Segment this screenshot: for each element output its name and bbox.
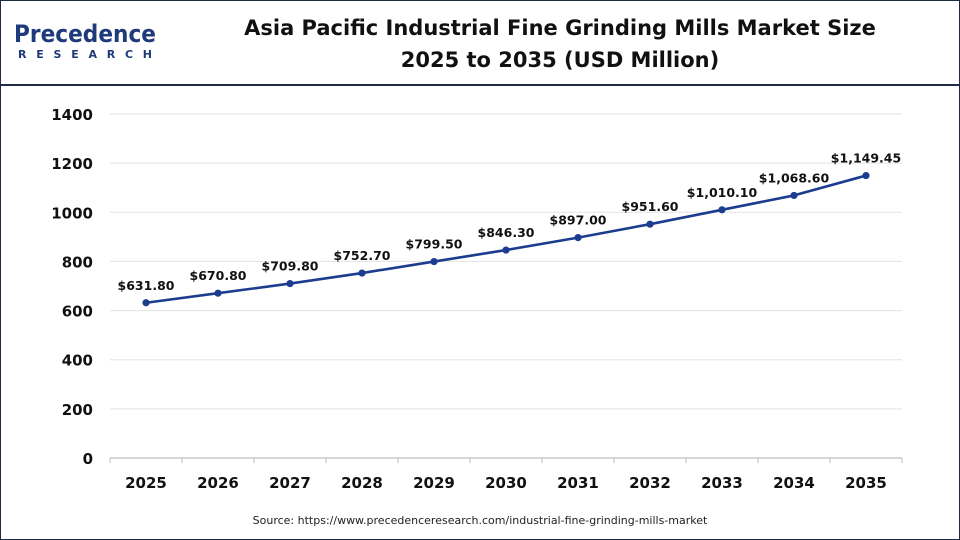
data-point bbox=[646, 220, 654, 228]
data-label: $631.80 bbox=[118, 278, 175, 293]
x-tick-label: 2028 bbox=[341, 474, 383, 492]
y-tick-label: 400 bbox=[62, 352, 93, 370]
header: Precedence RESEARCH Asia Pacific Industr… bbox=[0, 0, 960, 88]
data-point bbox=[358, 269, 366, 277]
x-tick-label: 2030 bbox=[485, 474, 527, 492]
data-point bbox=[790, 191, 798, 200]
data-point bbox=[430, 257, 438, 266]
chart-title: Asia Pacific Industrial Fine Grinding Mi… bbox=[200, 12, 920, 76]
data-label: $1,010.10 bbox=[687, 185, 758, 200]
precedence-research-logo: Precedence RESEARCH bbox=[14, 20, 156, 61]
logo-main-text: Precedence bbox=[14, 20, 156, 48]
data-label: $752.70 bbox=[334, 248, 391, 263]
chart-title-line-2: 2025 to 2035 (USD Million) bbox=[400, 48, 720, 72]
x-tick-label: 2031 bbox=[557, 474, 599, 492]
y-tick-label: 1200 bbox=[51, 155, 93, 173]
data-point bbox=[502, 246, 510, 254]
y-tick-label: 200 bbox=[62, 401, 93, 419]
data-label: $1,149.45 bbox=[831, 151, 901, 166]
y-tick-label: 1000 bbox=[51, 204, 93, 222]
data-label: $799.50 bbox=[406, 237, 463, 252]
x-tick-label: 2034 bbox=[773, 474, 815, 492]
data-label: $709.80 bbox=[262, 259, 319, 274]
x-tick-label: 2026 bbox=[197, 474, 239, 492]
line-chart: 0 200 400 600 800 1000 1200 1400 2025 2026 2027 202… bbox=[51, 106, 903, 492]
data-label: $846.30 bbox=[478, 225, 535, 240]
header-divider bbox=[0, 84, 960, 86]
data-point bbox=[286, 279, 294, 288]
source-note: Source: https://www.precedenceresearch.c… bbox=[252, 514, 708, 527]
y-tick-label: 800 bbox=[62, 253, 93, 271]
x-tick-label: 2029 bbox=[413, 474, 455, 492]
x-tick-label: 2033 bbox=[701, 474, 743, 492]
chart-title-line-1: Asia Pacific Industrial Fine Grinding Mi… bbox=[244, 16, 876, 40]
x-tick-label: 2035 bbox=[845, 474, 887, 492]
data-label: $951.60 bbox=[622, 199, 679, 214]
data-label: $897.00 bbox=[550, 213, 607, 228]
x-tick-label: 2025 bbox=[125, 474, 167, 492]
data-point bbox=[718, 206, 726, 214]
data-label: $1,068.60 bbox=[759, 170, 830, 185]
logo-sub-text: RESEARCH bbox=[18, 48, 152, 61]
x-tick-label: 2027 bbox=[269, 474, 311, 492]
data-point bbox=[862, 171, 870, 180]
y-tick-label: 600 bbox=[62, 303, 93, 321]
y-tick-label: 0 bbox=[83, 450, 93, 468]
y-tick-label: 1400 bbox=[51, 106, 93, 124]
data-point bbox=[214, 289, 222, 297]
x-tick-label: 2032 bbox=[629, 474, 671, 492]
data-point bbox=[574, 233, 582, 242]
data-point bbox=[142, 299, 150, 307]
data-label: $670.80 bbox=[190, 268, 247, 283]
